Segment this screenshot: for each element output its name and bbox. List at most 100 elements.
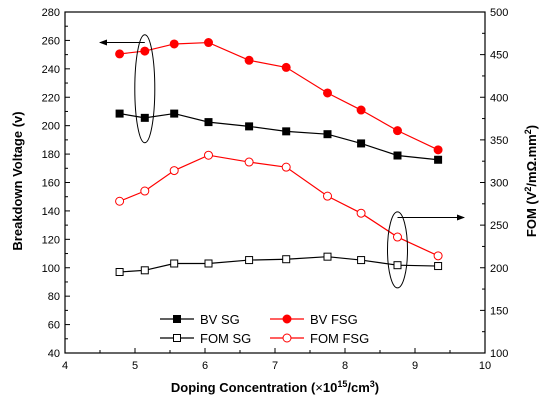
- data-point-fom-fsg: [244, 157, 254, 167]
- data-point-bv-fsg: [169, 39, 179, 49]
- data-point-fom-fsg: [140, 186, 150, 196]
- y-right-tick-label: 350: [490, 135, 508, 147]
- y-left-tick-label: 280: [42, 7, 60, 19]
- legend-swatch-marker: [173, 315, 181, 323]
- data-point-fom-sg: [282, 255, 291, 264]
- axes: 4 5 6 7 8 9 10 40 60 80 100 120 140 160 180 200 220 240 26…: [42, 7, 509, 372]
- data-point-fom-sg: [170, 259, 179, 268]
- x-tick-label: 7: [272, 360, 278, 372]
- data-point-fom-sg: [323, 252, 332, 261]
- y-right-tick-label: 450: [490, 50, 508, 62]
- y-left-tick-label: 80: [48, 291, 60, 303]
- y-right-tick-label: 400: [490, 92, 508, 104]
- y-right-tick-label: 150: [490, 305, 508, 317]
- y-left-tick-label: 260: [42, 35, 60, 47]
- y-left-tick-label: 200: [42, 121, 60, 133]
- data-point-fom-fsg: [204, 150, 213, 160]
- data-point-fom-sg: [393, 261, 402, 270]
- data-point-fom-sg: [140, 266, 149, 275]
- series-fom-sg: [115, 252, 443, 277]
- y-left-tick-label: 40: [48, 348, 60, 360]
- legend-label: BV SG: [200, 312, 240, 327]
- legend-swatch-marker: [282, 333, 292, 343]
- legend: BV SG BV FSG FOM SG FOM FSG: [160, 312, 369, 346]
- x-tick-label: 5: [132, 360, 138, 372]
- fom-arrow-head: [457, 214, 465, 221]
- series-bv-fsg: [115, 38, 443, 155]
- x-tick-label: 6: [202, 360, 208, 372]
- x-tick-label: 8: [342, 360, 348, 372]
- legend-swatch-marker: [282, 314, 292, 324]
- y-axis-left-title: Breakdown Voltage (v): [10, 111, 25, 250]
- series: [115, 38, 443, 277]
- data-point-bv-fsg: [323, 88, 332, 98]
- data-point-fom-fsg: [115, 196, 125, 206]
- legend-label: BV FSG: [310, 312, 358, 327]
- y-left-tick-label: 240: [42, 64, 60, 76]
- data-point-fom-sg: [245, 256, 254, 265]
- plot-area: [64, 11, 486, 354]
- x-tick-label: 10: [479, 360, 491, 372]
- y-axis-right-title: FOM (V2/mΩ.mm2): [523, 125, 539, 237]
- plot-frame: [64, 11, 486, 354]
- y-right-tick-label: 200: [490, 263, 508, 275]
- bv-ellipse: [134, 34, 156, 144]
- y-left-tick-label: 120: [42, 234, 60, 246]
- annotations: [99, 34, 465, 289]
- data-point-bv-fsg: [115, 49, 125, 59]
- data-point-bv-fsg: [281, 62, 291, 72]
- data-point-bv-fsg: [140, 46, 150, 56]
- series-bv-sg: [115, 109, 443, 164]
- y-right-tick-label: 300: [490, 178, 508, 190]
- legend-swatch-marker: [173, 334, 181, 342]
- y-right-tick-label: 500: [490, 7, 508, 19]
- y-right-tick-label: 250: [490, 220, 508, 232]
- legend-item-fom-fsg: FOM FSG: [270, 331, 369, 346]
- data-point-fom-sg: [115, 268, 124, 277]
- data-point-fom-fsg: [169, 166, 179, 176]
- data-point-fom-fsg: [433, 251, 443, 261]
- data-point-bv-fsg: [356, 105, 366, 115]
- x-tick-label: 9: [412, 360, 418, 372]
- data-point-bv-sg: [323, 130, 332, 139]
- data-point-bv-sg: [245, 122, 254, 131]
- data-point-bv-sg: [393, 151, 402, 160]
- data-point-fom-sg: [204, 259, 213, 268]
- data-point-bv-fsg: [393, 126, 402, 136]
- y-left-tick-label: 220: [42, 92, 60, 104]
- legend-item-bv-sg: BV SG: [160, 312, 240, 327]
- legend-label: FOM SG: [200, 331, 251, 346]
- data-point-fom-fsg: [323, 191, 332, 201]
- y-left-tick-label: 180: [42, 149, 60, 161]
- y-right-tick-label: 100: [490, 348, 508, 360]
- data-point-bv-sg: [115, 109, 124, 118]
- data-point-fom-fsg: [281, 162, 291, 172]
- series-line-bv-fsg: [119, 41, 439, 151]
- data-point-bv-sg: [140, 113, 149, 122]
- series-line-fom-fsg: [119, 154, 439, 257]
- y-left-tick-label: 160: [42, 178, 60, 190]
- data-point-bv-fsg: [433, 145, 443, 155]
- legend-item-fom-sg: FOM SG: [160, 331, 251, 346]
- data-point-bv-sg: [282, 127, 291, 136]
- data-point-fom-fsg: [356, 208, 366, 218]
- bv-arrow-head: [99, 39, 107, 46]
- data-point-bv-sg: [434, 155, 443, 164]
- y-left-tick-label: 100: [42, 263, 60, 275]
- y-left-tick-label: 60: [48, 320, 60, 332]
- data-point-fom-sg: [434, 262, 443, 271]
- data-point-fom-fsg: [393, 232, 402, 242]
- data-point-fom-sg: [357, 256, 366, 265]
- fom-ellipse: [387, 211, 408, 289]
- legend-label: FOM FSG: [310, 331, 369, 346]
- data-point-bv-sg: [170, 109, 179, 118]
- data-point-bv-fsg: [244, 55, 254, 65]
- series-fom-fsg: [115, 150, 443, 261]
- data-point-bv-fsg: [204, 38, 213, 48]
- x-axis-title: Doping Concentration (×1015/cm3): [171, 379, 379, 395]
- data-point-bv-sg: [357, 139, 366, 148]
- data-point-bv-sg: [204, 118, 213, 127]
- series-line-bv-sg: [119, 112, 439, 161]
- x-tick-label: 4: [62, 360, 68, 372]
